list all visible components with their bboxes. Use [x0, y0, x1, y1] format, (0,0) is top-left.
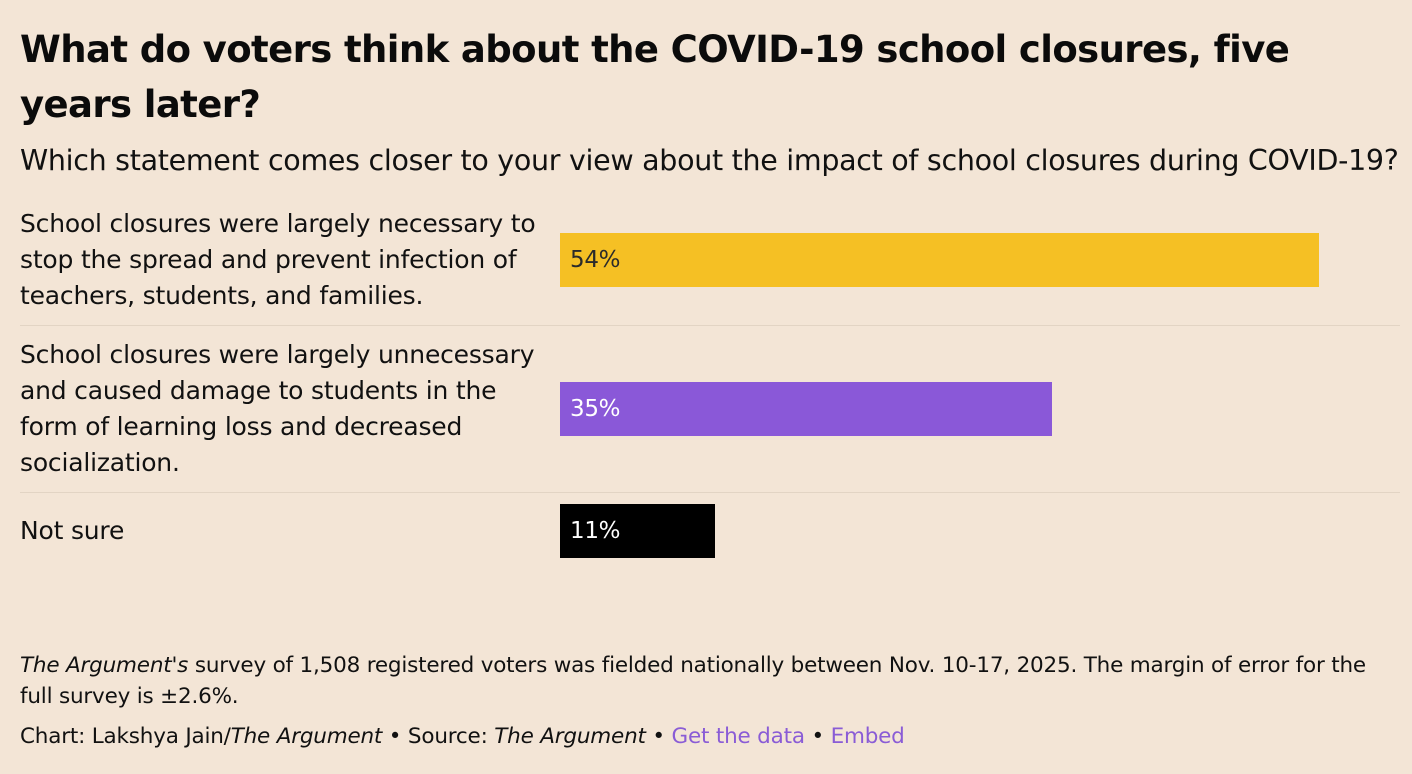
chart-container: What do voters think about the COVID-19 … — [20, 22, 1400, 569]
chart-credit-publication: The Argument — [230, 724, 383, 749]
category-label: School closures were largely unnecessary… — [20, 340, 535, 477]
credit-line: Chart: Lakshya Jain/The Argument • Sourc… — [20, 721, 1400, 752]
bar-chart: School closures were largely necessary t… — [20, 195, 1400, 569]
embed-link[interactable]: Embed — [830, 724, 905, 749]
bar-track: 35% — [560, 382, 1400, 436]
bar-row: School closures were largely necessary t… — [20, 195, 1400, 326]
bar-not-sure: 11% — [560, 504, 715, 558]
methodology-note: The Argument's survey of 1,508 registere… — [20, 650, 1400, 712]
bar-value-label: 11% — [570, 518, 621, 544]
source-publication: The Argument — [494, 724, 646, 749]
get-the-data-link[interactable]: Get the data — [671, 724, 806, 749]
bar-necessary: 54% — [560, 233, 1319, 287]
chart-title: What do voters think about the COVID-19 … — [20, 28, 1290, 126]
category-label: School closures were largely necessary t… — [20, 209, 536, 310]
separator: • Source: — [382, 724, 495, 749]
publication-name: The Argument's — [20, 653, 189, 678]
category-label: Not sure — [20, 516, 125, 545]
bar-value-label: 35% — [570, 396, 621, 422]
bar-row: School closures were largely unnecessary… — [20, 326, 1400, 493]
bar-track: 54% — [560, 233, 1400, 287]
bar-row: Not sure 11% — [20, 493, 1400, 569]
separator: • — [804, 724, 831, 749]
separator: • — [645, 724, 672, 749]
bar-unnecessary: 35% — [560, 382, 1052, 436]
methodology-text: survey of 1,508 registered voters was fi… — [20, 653, 1366, 709]
chart-credit: Chart: Lakshya Jain/ — [20, 724, 231, 749]
bar-track: 11% — [560, 504, 1400, 558]
bar-value-label: 54% — [570, 247, 621, 273]
chart-subtitle: Which statement comes closer to your vie… — [20, 144, 1399, 177]
chart-notes: The Argument's survey of 1,508 registere… — [20, 650, 1400, 752]
